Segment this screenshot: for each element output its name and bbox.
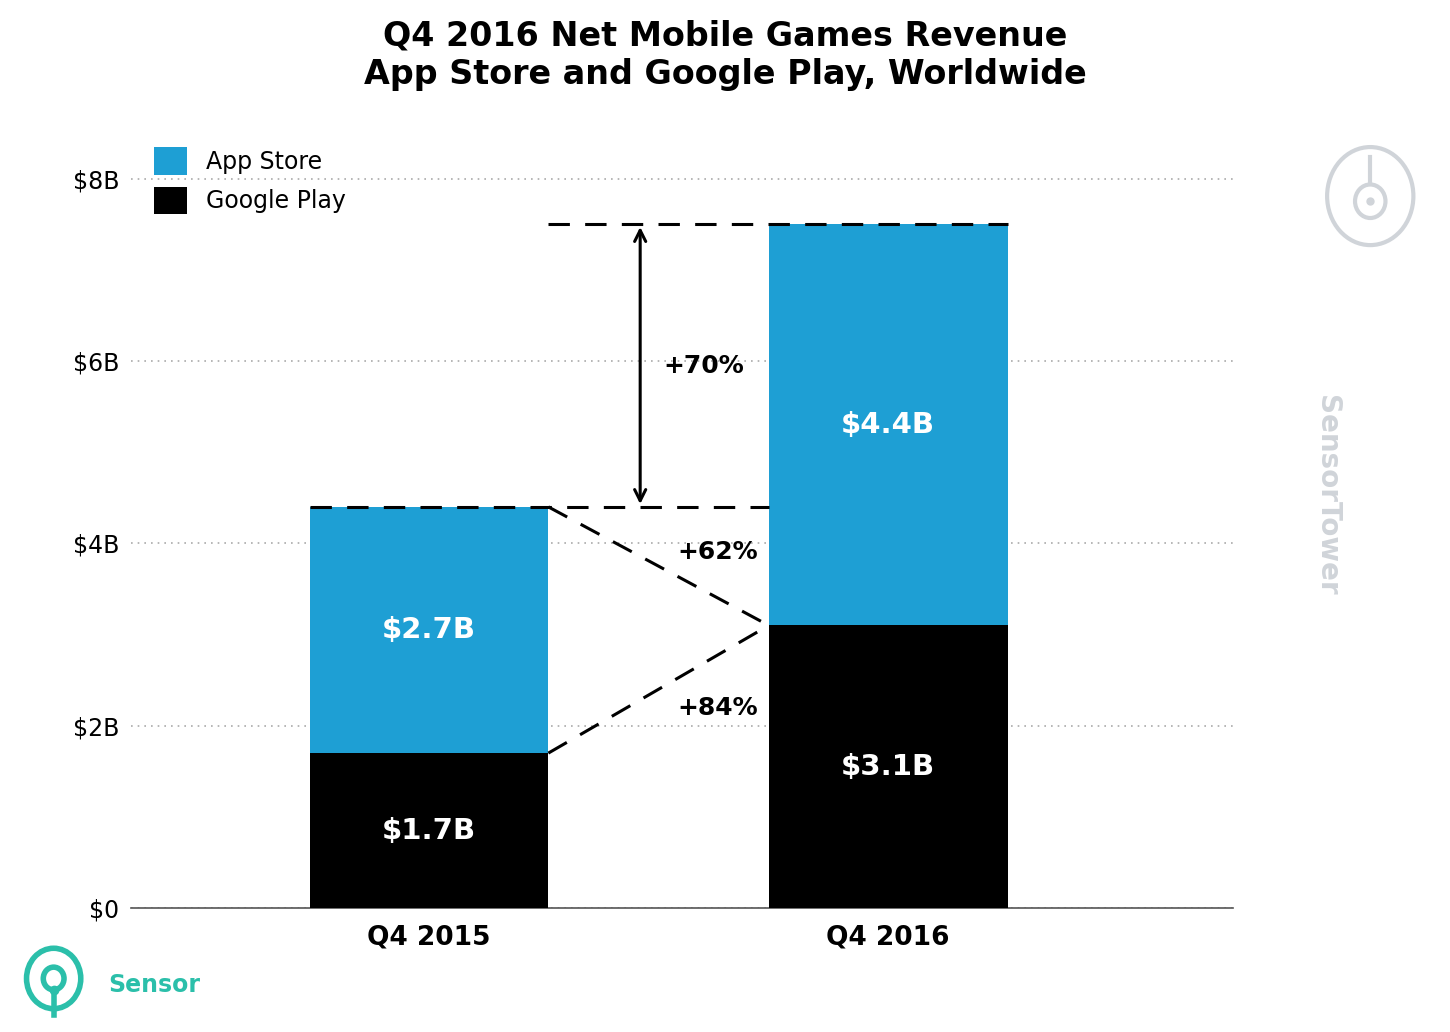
Text: +62%: +62% bbox=[677, 541, 757, 565]
Text: SensorTower: SensorTower bbox=[1312, 395, 1341, 595]
Text: Tower: Tower bbox=[212, 972, 290, 997]
Text: Data That Drives App Growth: Data That Drives App Growth bbox=[304, 974, 632, 995]
Bar bbox=[768, 625, 1008, 908]
Bar bbox=[310, 507, 548, 753]
Text: $3.1B: $3.1B bbox=[841, 752, 935, 781]
Text: $1.7B: $1.7B bbox=[381, 816, 476, 844]
Legend: App Store, Google Play: App Store, Google Play bbox=[142, 135, 358, 226]
Text: +84%: +84% bbox=[677, 696, 757, 719]
Text: +70%: +70% bbox=[663, 354, 744, 378]
Bar bbox=[768, 224, 1008, 625]
Text: Q4 2016 Net Mobile Games Revenue: Q4 2016 Net Mobile Games Revenue bbox=[383, 20, 1067, 53]
Text: Sensor: Sensor bbox=[109, 972, 200, 997]
Bar bbox=[310, 753, 548, 908]
Text: App Store and Google Play, Worldwide: App Store and Google Play, Worldwide bbox=[364, 58, 1086, 91]
Text: sensortower.com: sensortower.com bbox=[1217, 974, 1406, 995]
Text: $4.4B: $4.4B bbox=[841, 411, 935, 439]
Text: $2.7B: $2.7B bbox=[381, 616, 476, 644]
